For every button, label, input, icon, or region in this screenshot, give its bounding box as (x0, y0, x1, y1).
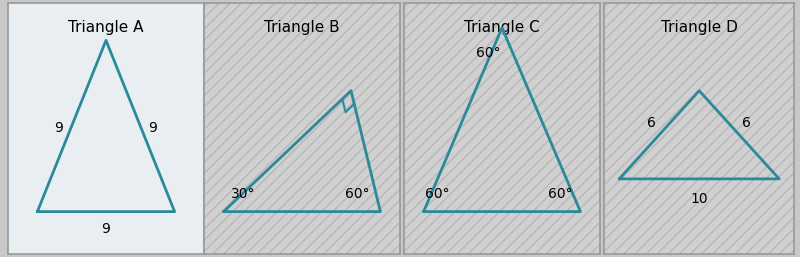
Text: 6: 6 (647, 116, 656, 131)
FancyBboxPatch shape (604, 3, 794, 254)
Text: Triangle A: Triangle A (68, 20, 144, 35)
Text: 9: 9 (102, 222, 110, 236)
Text: 30°: 30° (231, 187, 255, 201)
Text: 9: 9 (54, 122, 63, 135)
Text: Triangle B: Triangle B (264, 20, 340, 35)
Text: Triangle C: Triangle C (464, 20, 540, 35)
Text: 60°: 60° (345, 187, 369, 201)
FancyBboxPatch shape (204, 3, 400, 254)
FancyBboxPatch shape (404, 3, 600, 254)
Text: 10: 10 (690, 192, 708, 206)
Text: 6: 6 (742, 116, 751, 131)
Text: 60°: 60° (549, 187, 573, 201)
Text: 60°: 60° (476, 46, 501, 60)
Text: 9: 9 (149, 122, 158, 135)
Text: 60°: 60° (425, 187, 450, 201)
Text: Triangle D: Triangle D (661, 20, 738, 35)
